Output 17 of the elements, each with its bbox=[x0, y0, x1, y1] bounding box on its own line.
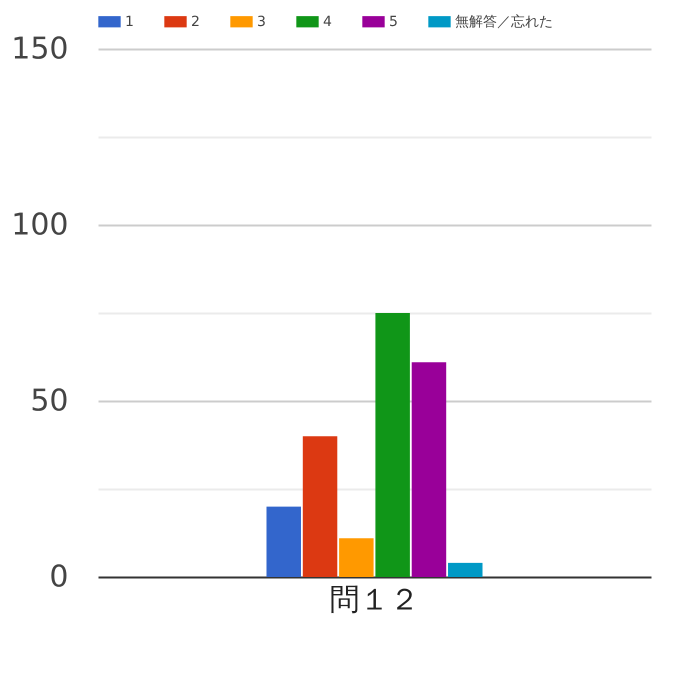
legend-label: 1 bbox=[125, 14, 134, 30]
bar bbox=[339, 538, 374, 577]
legend-label: 3 bbox=[257, 14, 266, 30]
y-tick-label: 150 bbox=[11, 32, 68, 66]
y-tick-label: 100 bbox=[11, 208, 68, 242]
bar bbox=[448, 562, 483, 577]
bar bbox=[266, 506, 301, 577]
legend-label: 2 bbox=[191, 14, 200, 30]
bar bbox=[375, 313, 410, 577]
y-tick-label: 50 bbox=[30, 384, 68, 418]
legend-label: 無解答／忘れた bbox=[455, 12, 553, 30]
x-tick-label: 問１２ bbox=[330, 582, 420, 618]
legend-label: 4 bbox=[323, 14, 332, 30]
bar bbox=[412, 362, 446, 577]
legend-label: 5 bbox=[389, 14, 398, 30]
bar bbox=[302, 436, 338, 577]
y-tick-label: 0 bbox=[49, 560, 68, 594]
